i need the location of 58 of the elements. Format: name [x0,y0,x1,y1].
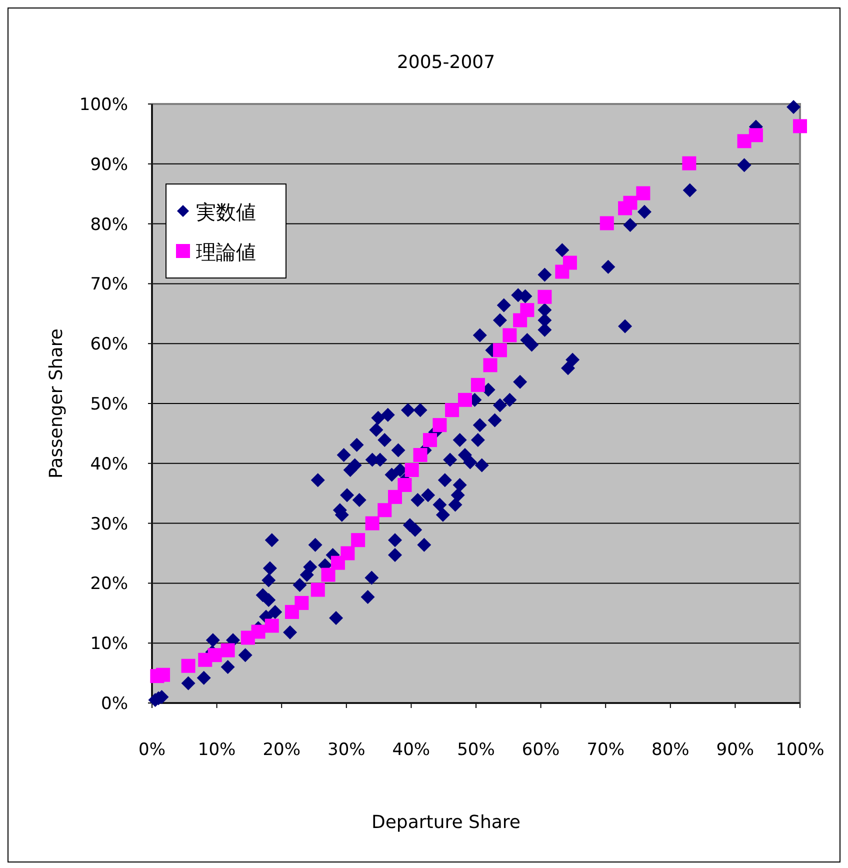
y-tick-label: 40% [90,454,128,474]
point [682,156,696,170]
point [351,533,366,548]
point [432,418,447,432]
point [636,186,650,200]
point [502,328,517,342]
y-tick-label: 90% [90,154,128,175]
point [445,403,460,418]
x-tick-label: 70% [586,740,624,760]
legend-label: 実数値 [196,200,256,224]
point [562,256,577,270]
point [181,658,196,673]
x-tick-label: 0% [138,740,166,760]
point [310,582,325,597]
y-tick-label: 10% [90,634,128,654]
point [378,503,392,518]
point [340,546,355,560]
point [264,618,279,633]
point [404,462,419,477]
x-tick-label: 100% [776,740,824,760]
x-tick-label: 60% [522,740,560,760]
x-tick-label: 50% [457,740,495,760]
point [748,128,763,142]
x-axis-title: Departure Share [371,812,521,833]
x-tick-label: 20% [262,740,300,760]
point [483,358,498,372]
point [220,643,235,658]
x-tick-label: 10% [198,740,236,760]
y-tick-label: 70% [90,274,128,295]
y-tick-label: 60% [90,334,128,355]
point [492,343,507,358]
chart-title: 2005-2007 [396,52,496,73]
point [600,216,614,230]
point [520,303,534,318]
point [156,668,170,682]
legend-label: 理論値 [196,240,256,264]
point [413,448,428,462]
point [365,516,380,530]
y-tick-label: 20% [90,574,128,594]
point [321,568,336,582]
x-tick-label: 80% [652,740,690,760]
point [470,378,485,392]
point [422,433,437,448]
y-axis-title: Passenger Share [46,328,67,478]
point [538,290,552,304]
point [793,119,807,134]
point [458,392,472,407]
y-tick-label: 50% [90,394,128,414]
y-tick-label: 0% [101,694,128,714]
x-tick-label: 30% [328,740,366,760]
y-tick-label: 100% [79,95,128,115]
y-tick-label: 80% [90,214,128,235]
point [398,478,412,492]
x-tick-label: 40% [392,740,430,760]
point [294,596,309,610]
x-tick-label: 90% [716,740,754,760]
point [388,490,402,504]
y-tick-label: 30% [90,514,128,534]
